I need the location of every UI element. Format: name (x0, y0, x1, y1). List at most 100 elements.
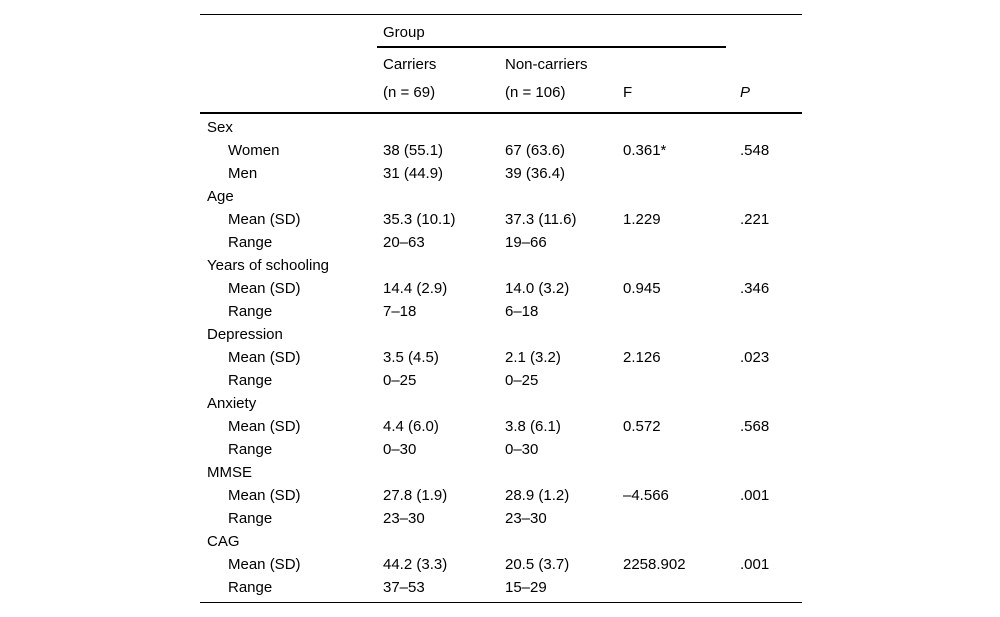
table-row: Depression (200, 323, 802, 346)
group-spanner-rule (377, 46, 726, 48)
cell-noncarriers: 67 (63.6) (505, 142, 566, 159)
cell-p: .023 (740, 349, 770, 366)
cell-p (740, 576, 802, 599)
cell-carriers: 44.2 (3.3) (383, 556, 448, 573)
cell-p (740, 254, 802, 277)
cell-f (623, 162, 740, 185)
cell-p (740, 530, 802, 553)
cell-label: Range (228, 579, 273, 596)
cell-carriers (383, 185, 505, 208)
cell-label: Mean (SD) (228, 349, 301, 366)
cell-label: Depression (207, 326, 283, 343)
cell-p (740, 231, 802, 254)
cell-p (740, 461, 802, 484)
cell-f (623, 507, 740, 530)
table-row: CAG (200, 530, 802, 553)
cell-f (623, 116, 740, 139)
table-row: Sex (200, 116, 802, 139)
column-header-f: F (623, 84, 633, 101)
cell-p: .221 (740, 211, 770, 228)
cell-noncarriers: 39 (36.4) (505, 165, 566, 182)
table-row: Mean (SD) 4.4 (6.0) 3.8 (6.1) 0.572 .568 (200, 415, 802, 438)
cell-p (740, 323, 802, 346)
cell-label: Anxiety (207, 395, 257, 412)
cell-f (623, 530, 740, 553)
cell-p (740, 162, 802, 185)
cell-label: Range (228, 372, 273, 389)
cell-label: Mean (SD) (228, 487, 301, 504)
cell-carriers: 38 (55.1) (383, 142, 444, 159)
cell-carriers: 37–53 (383, 579, 425, 596)
cell-noncarriers (505, 185, 623, 208)
cell-noncarriers: 0–30 (505, 441, 539, 458)
cell-label: Mean (SD) (228, 280, 301, 297)
cell-f (623, 323, 740, 346)
cell-noncarriers: 28.9 (1.2) (505, 487, 570, 504)
cell-p: .001 (740, 556, 770, 573)
cell-carriers (383, 530, 505, 553)
table-row: Range 23–30 23–30 (200, 507, 802, 530)
cell-f: 2258.902 (623, 556, 686, 573)
cell-f: 0.945 (623, 280, 661, 297)
cell-carriers: 23–30 (383, 510, 425, 527)
cell-noncarriers: 15–29 (505, 579, 547, 596)
table-row: Mean (SD) 27.8 (1.9) 28.9 (1.2) –4.566 .001 (200, 484, 802, 507)
table-row: Range 0–25 0–25 (200, 369, 802, 392)
cell-f (623, 369, 740, 392)
cell-noncarriers (505, 392, 623, 415)
cell-f (623, 231, 740, 254)
cell-label: Range (228, 234, 273, 251)
cell-carriers: 27.8 (1.9) (383, 487, 448, 504)
cell-noncarriers: 2.1 (3.2) (505, 349, 561, 366)
cell-noncarriers (505, 530, 623, 553)
cell-f (623, 300, 740, 323)
cell-carriers: 35.3 (10.1) (383, 211, 456, 228)
cell-f: 2.126 (623, 349, 661, 366)
cell-label: MMSE (207, 464, 252, 481)
cell-noncarriers (505, 323, 623, 346)
cell-f: 0.361* (623, 142, 667, 159)
cell-noncarriers: 6–18 (505, 303, 539, 320)
cell-label: Age (207, 188, 234, 205)
cell-noncarriers: 0–25 (505, 372, 539, 389)
column-header-noncarriers: Non-carriers (505, 56, 588, 73)
cell-p (740, 116, 802, 139)
cell-f (623, 438, 740, 461)
cell-label: Range (228, 303, 273, 320)
cell-carriers: 0–30 (383, 441, 417, 458)
table-row: Age (200, 185, 802, 208)
table-row: Range 7–18 6–18 (200, 300, 802, 323)
cell-p (740, 392, 802, 415)
cell-carriers: 7–18 (383, 303, 417, 320)
cell-label: CAG (207, 533, 240, 550)
cell-p: .548 (740, 142, 770, 159)
table-row: Mean (SD) 3.5 (4.5) 2.1 (3.2) 2.126 .023 (200, 346, 802, 369)
table-row: Anxiety (200, 392, 802, 415)
column-header-noncarriers-n: (n = 106) (505, 84, 566, 101)
cell-f (623, 392, 740, 415)
cell-p: .568 (740, 418, 770, 435)
cell-f: –4.566 (623, 487, 669, 504)
cell-p (740, 369, 802, 392)
cell-label: Mean (SD) (228, 211, 301, 228)
cell-p: .001 (740, 487, 770, 504)
cell-noncarriers: 3.8 (6.1) (505, 418, 561, 435)
table-row: Range 37–53 15–29 (200, 576, 802, 599)
cell-label: Years of schooling (207, 257, 330, 274)
cell-noncarriers: 23–30 (505, 510, 547, 527)
cell-label: Mean (SD) (228, 556, 301, 573)
cell-label: Men (228, 165, 258, 182)
cell-noncarriers (505, 116, 623, 139)
table-row: Mean (SD) 44.2 (3.3) 20.5 (3.7) 2258.902 .00… (200, 553, 802, 576)
cell-carriers (383, 323, 505, 346)
column-header-carriers: Carriers (383, 56, 437, 73)
table-row: Range 0–30 0–30 (200, 438, 802, 461)
cell-f (623, 576, 740, 599)
cell-carriers (383, 254, 505, 277)
cell-noncarriers: 20.5 (3.7) (505, 556, 570, 573)
cell-f: 0.572 (623, 418, 661, 435)
cell-noncarriers (505, 254, 623, 277)
cell-f (623, 254, 740, 277)
cell-noncarriers: 37.3 (11.6) (505, 211, 577, 228)
